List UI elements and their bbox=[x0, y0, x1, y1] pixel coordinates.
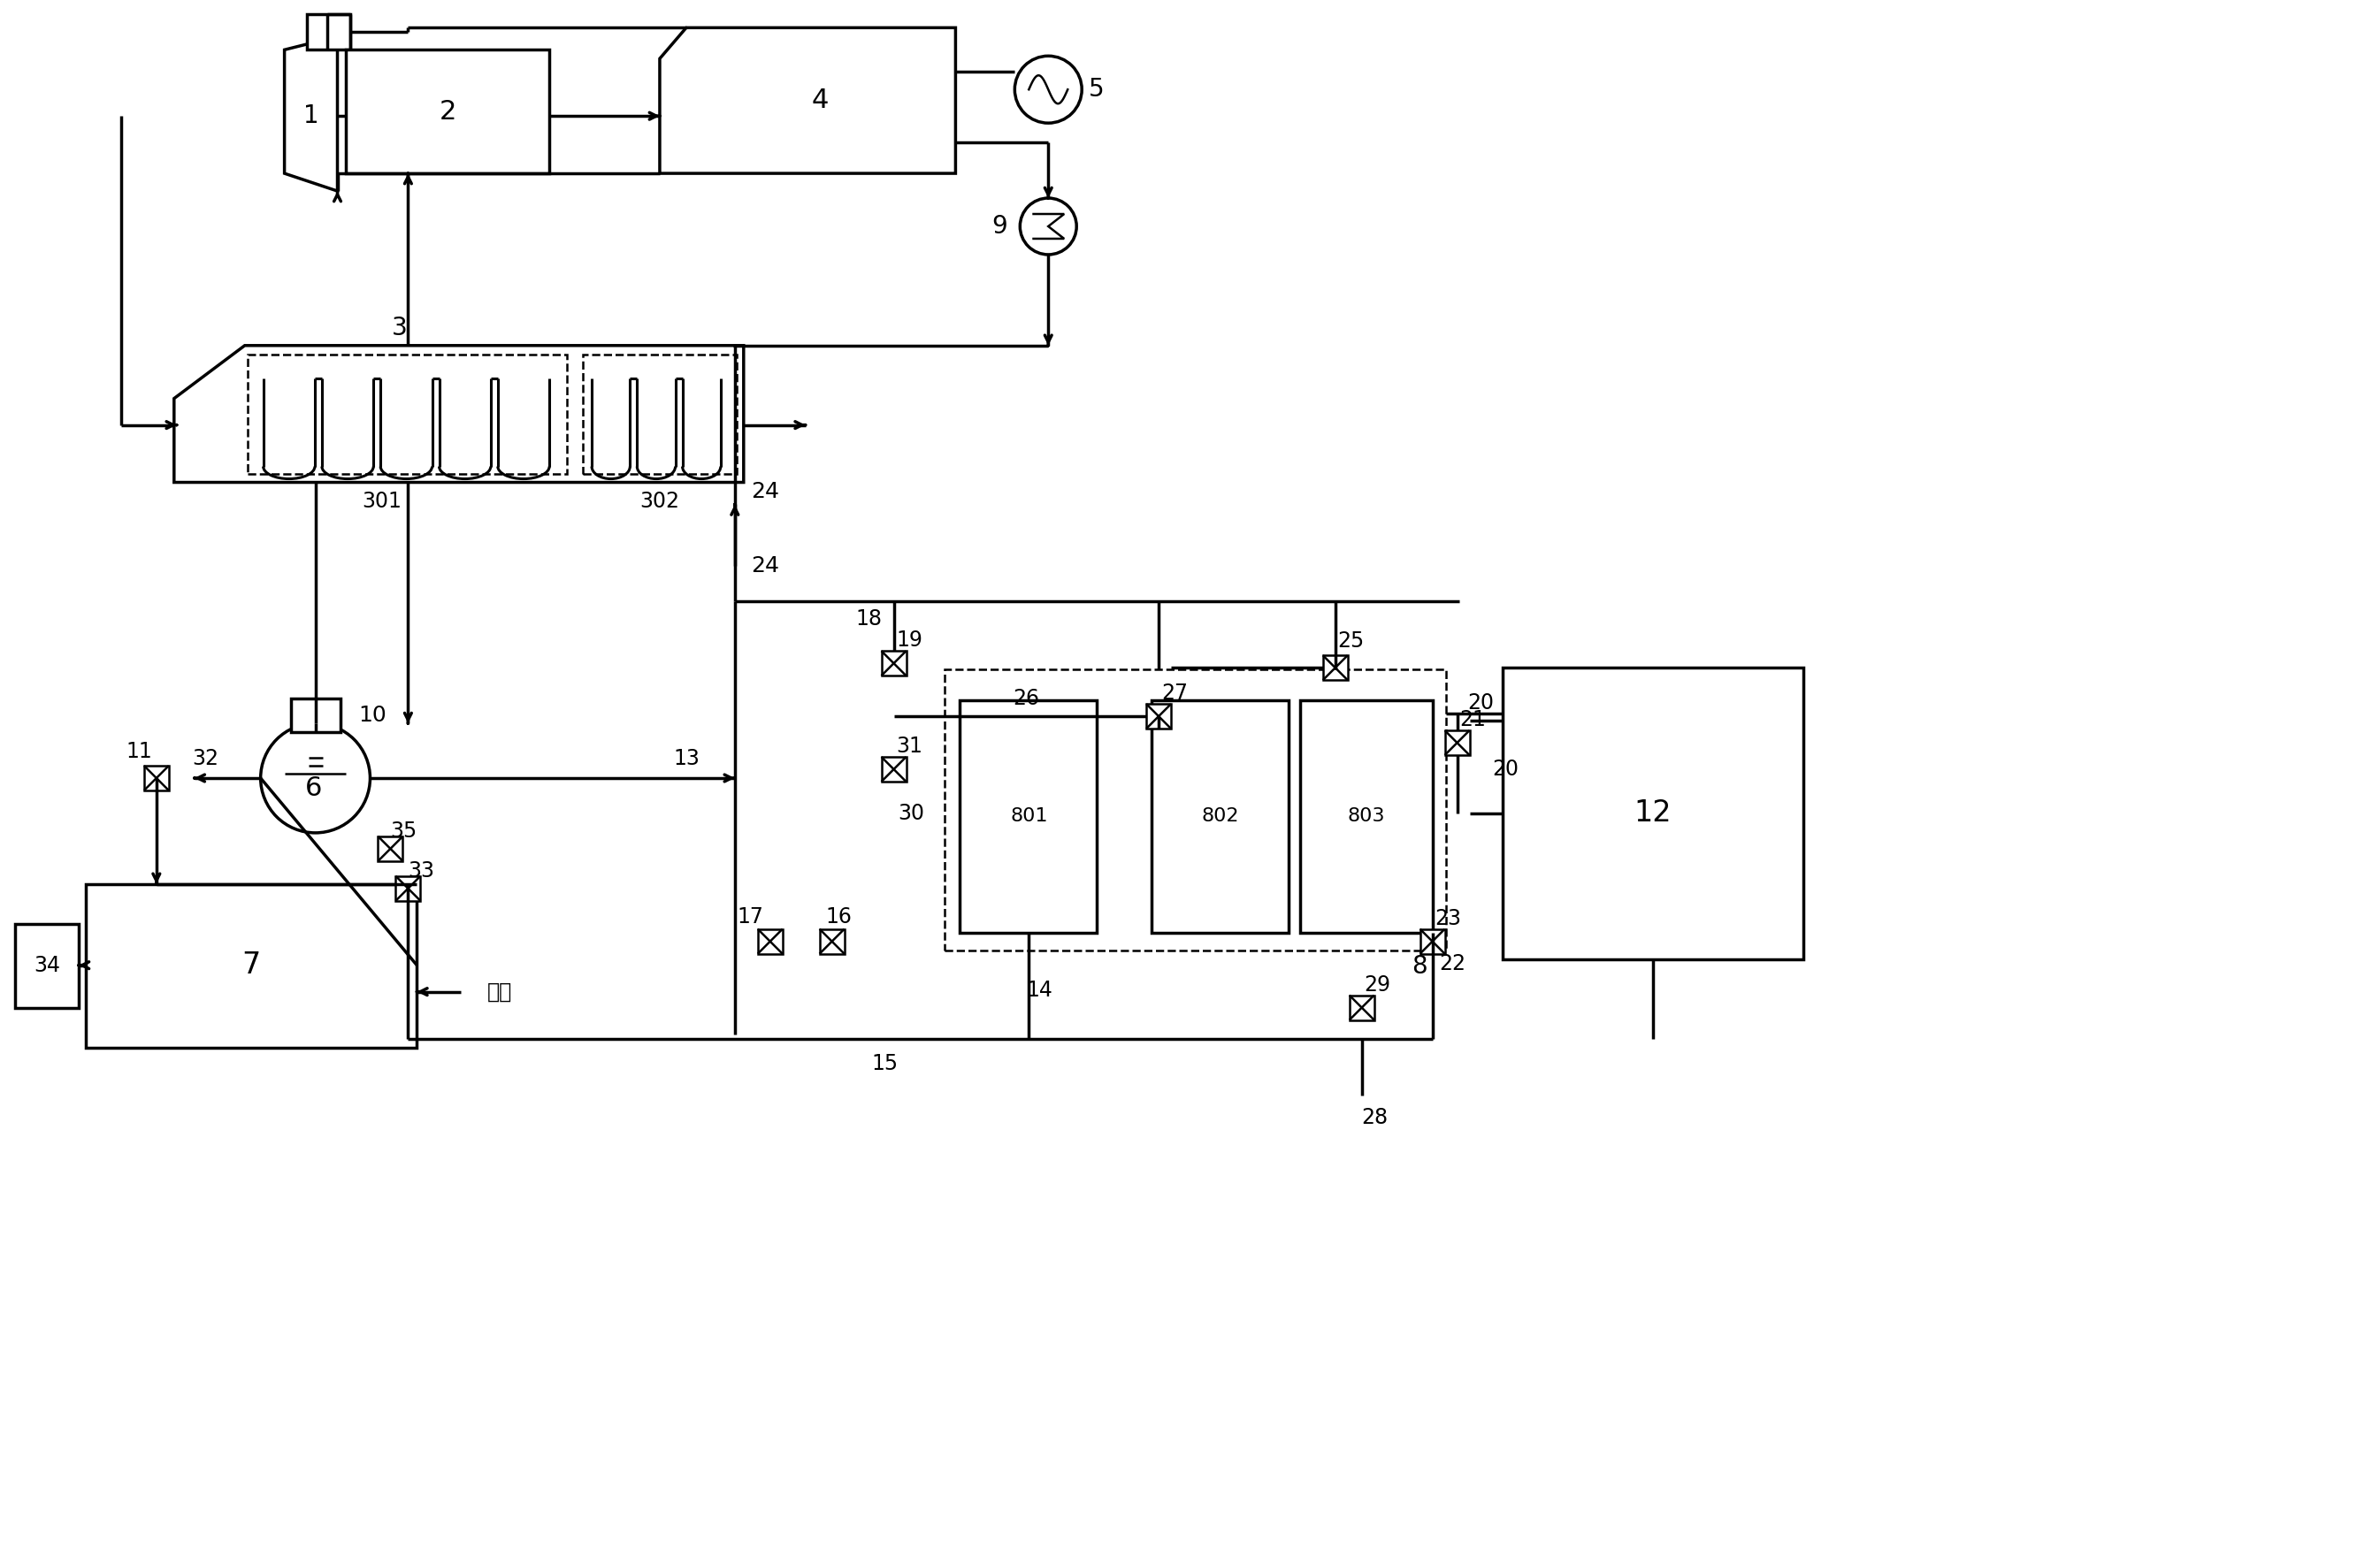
Text: 28: 28 bbox=[1361, 1108, 1388, 1128]
Bar bbox=[395, 876, 421, 901]
Text: 24: 24 bbox=[750, 556, 778, 577]
Text: 4: 4 bbox=[812, 88, 828, 113]
Bar bbox=[86, 884, 416, 1047]
Text: 31: 31 bbox=[897, 736, 923, 757]
Text: 12: 12 bbox=[1635, 798, 1673, 828]
Text: 15: 15 bbox=[871, 1053, 897, 1074]
Text: 8: 8 bbox=[1411, 953, 1428, 978]
Text: 16: 16 bbox=[826, 906, 852, 928]
Text: 24: 24 bbox=[750, 480, 778, 502]
Text: 26: 26 bbox=[1014, 689, 1040, 709]
Bar bbox=[583, 354, 735, 474]
Bar bbox=[1504, 668, 1804, 959]
Text: 1: 1 bbox=[302, 103, 319, 128]
Bar bbox=[145, 765, 169, 790]
Text: 34: 34 bbox=[33, 955, 60, 977]
Text: 18: 18 bbox=[857, 609, 883, 629]
Text: 6: 6 bbox=[305, 776, 321, 801]
Bar bbox=[378, 836, 402, 861]
Text: 803: 803 bbox=[1347, 808, 1385, 825]
Bar bbox=[1323, 656, 1347, 681]
Text: 33: 33 bbox=[407, 861, 436, 881]
Text: 14: 14 bbox=[1026, 980, 1052, 1000]
Text: 13: 13 bbox=[674, 748, 700, 770]
Bar bbox=[307, 14, 350, 50]
Bar bbox=[1421, 930, 1445, 953]
Bar bbox=[1147, 704, 1171, 729]
Text: 801: 801 bbox=[1009, 808, 1047, 825]
Bar bbox=[819, 930, 845, 953]
Text: 5: 5 bbox=[1090, 77, 1104, 102]
Text: 25: 25 bbox=[1338, 631, 1364, 653]
Bar bbox=[881, 757, 907, 781]
Bar bbox=[1152, 701, 1288, 933]
Bar bbox=[14, 923, 79, 1008]
Bar bbox=[757, 930, 783, 953]
Text: 3: 3 bbox=[390, 316, 407, 340]
Bar bbox=[1299, 701, 1433, 933]
Text: 23: 23 bbox=[1435, 908, 1461, 930]
Text: 20: 20 bbox=[1468, 692, 1495, 714]
Text: 301: 301 bbox=[362, 491, 402, 512]
Text: 35: 35 bbox=[390, 820, 416, 842]
Text: 17: 17 bbox=[738, 906, 764, 928]
Bar bbox=[959, 701, 1097, 933]
Text: 27: 27 bbox=[1161, 682, 1188, 704]
Bar bbox=[345, 50, 550, 174]
Text: 32: 32 bbox=[193, 748, 219, 770]
Bar bbox=[248, 354, 566, 474]
Bar bbox=[1445, 731, 1468, 756]
Text: 海水: 海水 bbox=[488, 981, 512, 1002]
Text: 7: 7 bbox=[240, 950, 259, 980]
Text: 10: 10 bbox=[359, 704, 388, 726]
Text: 2: 2 bbox=[440, 99, 457, 124]
Bar bbox=[1349, 995, 1373, 1020]
Text: 22: 22 bbox=[1440, 953, 1466, 973]
Text: 29: 29 bbox=[1364, 973, 1390, 995]
Text: 21: 21 bbox=[1459, 709, 1485, 731]
Text: 11: 11 bbox=[126, 740, 152, 762]
Text: 9: 9 bbox=[992, 214, 1007, 239]
Bar bbox=[945, 670, 1445, 950]
Bar bbox=[290, 698, 340, 732]
Bar bbox=[881, 651, 907, 676]
Text: 302: 302 bbox=[640, 491, 681, 512]
Text: 802: 802 bbox=[1202, 808, 1240, 825]
Text: 30: 30 bbox=[897, 803, 926, 825]
Text: 20: 20 bbox=[1492, 759, 1518, 779]
Text: 19: 19 bbox=[897, 629, 923, 651]
